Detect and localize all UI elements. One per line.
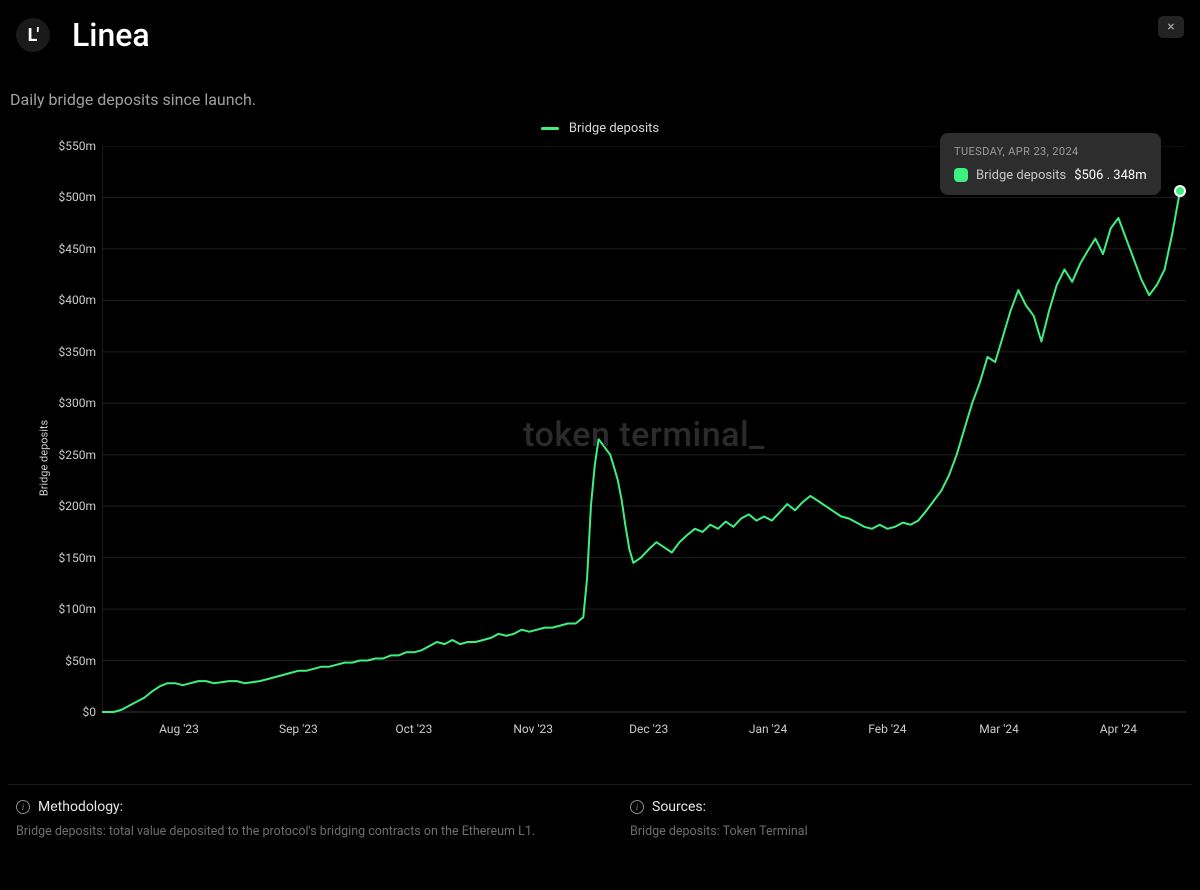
gridlines — [102, 146, 1186, 712]
tooltip-value: $506 . 348m — [1074, 168, 1146, 183]
x-tick-label: Mar '24 — [979, 722, 1019, 736]
x-tick-label: Jan '24 — [749, 722, 787, 736]
info-icon: i — [630, 800, 644, 814]
logo-text: L' — [28, 25, 39, 46]
page-root: × L' Linea Daily bridge deposits since l… — [0, 0, 1200, 890]
header: L' Linea — [8, 16, 1192, 62]
plot-area[interactable]: token terminal_ TUESDAY, APR 23, 2024 Br… — [102, 146, 1186, 736]
tooltip-series-label: Bridge deposits — [976, 168, 1066, 183]
sources-heading: i Sources: — [630, 799, 1184, 815]
footer-divider — [8, 784, 1192, 785]
y-tick-label: $350m — [26, 345, 96, 359]
x-tick-label: Apr '24 — [1100, 722, 1137, 736]
y-tick-label: $550m — [26, 139, 96, 153]
y-tick-label: $0 — [26, 705, 96, 719]
y-tick-label: $150m — [26, 551, 96, 565]
x-tick-label: Sep '23 — [279, 722, 318, 736]
y-tick-label: $100m — [26, 602, 96, 616]
methodology-heading: i Methodology: — [16, 799, 570, 815]
series-line — [102, 191, 1180, 712]
y-tick-label: $500m — [26, 190, 96, 204]
y-tick-label: $250m — [26, 448, 96, 462]
x-tick-label: Oct '23 — [395, 722, 432, 736]
sources-column: i Sources: Bridge deposits: Token Termin… — [630, 799, 1184, 842]
subtitle: Daily bridge deposits since launch. — [8, 62, 1192, 109]
y-tick-label: $300m — [26, 396, 96, 410]
tooltip-swatch — [954, 168, 968, 182]
tooltip-date: TUESDAY, APR 23, 2024 — [954, 145, 1147, 158]
hover-marker-ring — [1174, 185, 1186, 197]
y-tick-label: $50m — [26, 654, 96, 668]
methodology-column: i Methodology: Bridge deposits: total va… — [16, 799, 570, 842]
methodology-text: Bridge deposits: total value deposited t… — [16, 823, 570, 842]
y-tick-label: $200m — [26, 499, 96, 513]
x-tick-label: Dec '23 — [629, 722, 668, 736]
chart-svg — [102, 146, 1186, 736]
page-title: Linea — [72, 16, 150, 54]
footer: i Methodology: Bridge deposits: total va… — [8, 799, 1192, 842]
x-tick-label: Nov '23 — [513, 722, 553, 736]
close-button[interactable]: × — [1158, 16, 1184, 38]
sources-title: Sources: — [652, 799, 706, 815]
tooltip-row: Bridge deposits $506 . 348m — [954, 168, 1147, 183]
close-icon: × — [1167, 19, 1174, 35]
x-tick-label: Aug '23 — [159, 722, 199, 736]
info-icon: i — [16, 800, 30, 814]
y-tick-label: $450m — [26, 242, 96, 256]
chart: Bridge deposits token terminal_ TUESDAY,… — [8, 138, 1192, 778]
legend-label: Bridge deposits — [569, 121, 659, 136]
legend-swatch — [541, 127, 559, 130]
sources-text: Bridge deposits: Token Terminal — [630, 823, 1184, 842]
logo-badge: L' — [16, 18, 50, 52]
methodology-title: Methodology: — [38, 799, 123, 815]
x-tick-label: Feb '24 — [868, 722, 906, 736]
y-tick-label: $400m — [26, 293, 96, 307]
tooltip: TUESDAY, APR 23, 2024 Bridge deposits $5… — [940, 133, 1161, 195]
